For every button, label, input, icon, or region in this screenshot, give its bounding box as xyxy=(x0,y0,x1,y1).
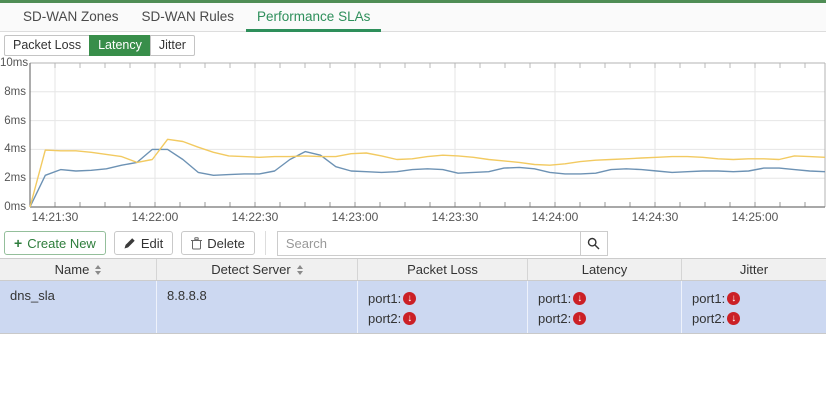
y-axis-label: 2ms xyxy=(4,172,26,185)
sla-table: Name Detect Server Packet Loss Latency J… xyxy=(0,258,826,334)
subtab-packet-loss[interactable]: Packet Loss xyxy=(4,35,91,56)
create-new-label: Create New xyxy=(27,235,96,251)
x-axis-tick-label: 14:21:30 xyxy=(31,210,79,224)
port-label: port2: xyxy=(538,310,572,326)
sort-icon xyxy=(296,264,303,275)
table-header: Name Detect Server Packet Loss Latency J… xyxy=(0,258,826,281)
column-header-packet-loss[interactable]: Packet Loss xyxy=(358,259,528,280)
tab-sdwan-rules[interactable]: SD-WAN Rules xyxy=(141,9,235,24)
column-header-jitter[interactable]: Jitter xyxy=(682,259,826,280)
status-down-icon: ↓ xyxy=(403,291,417,305)
pencil-icon xyxy=(124,237,136,249)
y-axis: 10ms 8ms 6ms 4ms 2ms 0ms xyxy=(0,56,28,214)
sort-icon xyxy=(95,264,102,275)
table-toolbar: + Create New Edit Delete xyxy=(4,230,824,256)
x-axis: 14:21:30 14:22:00 14:22:30 14:23:00 14:2… xyxy=(5,210,805,224)
column-label: Detect Server xyxy=(211,262,291,277)
y-axis-label: 4ms xyxy=(4,143,26,156)
status-down-icon: ↓ xyxy=(727,291,741,305)
column-header-name[interactable]: Name xyxy=(0,259,157,280)
x-axis-tick-label: 14:22:00 xyxy=(131,210,179,224)
status-down-icon: ↓ xyxy=(573,311,587,325)
delete-button[interactable]: Delete xyxy=(181,231,255,255)
tab-sdwan-zones[interactable]: SD-WAN Zones xyxy=(23,9,119,24)
edit-label: Edit xyxy=(140,235,164,251)
create-new-button[interactable]: + Create New xyxy=(4,231,106,255)
status-down-icon: ↓ xyxy=(403,311,417,325)
search-input[interactable] xyxy=(276,230,580,256)
x-axis-tick-label: 14:23:30 xyxy=(431,210,479,224)
x-axis-tick-label: 14:22:30 xyxy=(231,210,279,224)
y-axis-label: 0ms xyxy=(4,200,26,213)
y-axis-label: 10ms xyxy=(0,57,29,69)
port-label: port2: xyxy=(368,310,402,326)
search-button[interactable] xyxy=(579,230,608,256)
cell-latency: port1: ↓ port2: ↓ xyxy=(528,281,682,333)
cell-detect-server: 8.8.8.8 xyxy=(157,281,358,333)
column-label: Name xyxy=(54,262,90,277)
x-axis-tick-label: 14:25:00 xyxy=(731,210,779,224)
y-axis-label: 8ms xyxy=(4,85,26,98)
search-icon xyxy=(587,237,600,250)
tab-performance-slas[interactable]: Performance SLAs xyxy=(246,3,382,32)
x-axis-tick-label: 14:24:30 xyxy=(631,210,679,224)
subtab-jitter[interactable]: Jitter xyxy=(149,35,195,56)
column-label: Jitter xyxy=(739,262,769,277)
edit-button[interactable]: Edit xyxy=(113,231,174,255)
y-axis-label: 6ms xyxy=(4,114,26,127)
x-axis-tick-label: 14:24:00 xyxy=(531,210,579,224)
column-header-latency[interactable]: Latency xyxy=(528,259,682,280)
cell-jitter: port1: ↓ port2: ↓ xyxy=(682,281,826,333)
port-label: port1: xyxy=(538,290,572,306)
chart-plot-area xyxy=(29,62,826,208)
cell-packet-loss: port1: ↓ port2: ↓ xyxy=(358,281,528,333)
column-header-detect-server[interactable]: Detect Server xyxy=(157,259,358,280)
port-label: port1: xyxy=(368,290,402,306)
trash-icon xyxy=(191,236,203,250)
top-accent-bar xyxy=(0,0,826,3)
toolbar-divider xyxy=(264,231,266,255)
latency-line-chart: 10ms 8ms 6ms 4ms 2ms 0ms 14:21:30 14:22:… xyxy=(0,55,826,225)
plus-icon: + xyxy=(14,235,23,251)
column-label: Latency xyxy=(581,262,628,277)
delete-label: Delete xyxy=(207,235,245,251)
column-label: Packet Loss xyxy=(407,262,478,277)
tab-bar: SD-WAN Zones SD-WAN Rules Performance SL… xyxy=(0,3,826,32)
metric-toggle-group: Packet Loss Latency Jitter xyxy=(4,35,195,56)
cell-name: dns_sla xyxy=(0,281,157,333)
port-label: port2: xyxy=(692,310,726,326)
status-down-icon: ↓ xyxy=(573,291,587,305)
subtab-latency[interactable]: Latency xyxy=(89,35,151,56)
status-down-icon: ↓ xyxy=(727,311,741,325)
x-axis-tick-label: 14:23:00 xyxy=(331,210,379,224)
port-label: port1: xyxy=(692,290,726,306)
table-row[interactable]: dns_sla 8.8.8.8 port1: ↓ port2: ↓ port1:… xyxy=(0,281,826,334)
